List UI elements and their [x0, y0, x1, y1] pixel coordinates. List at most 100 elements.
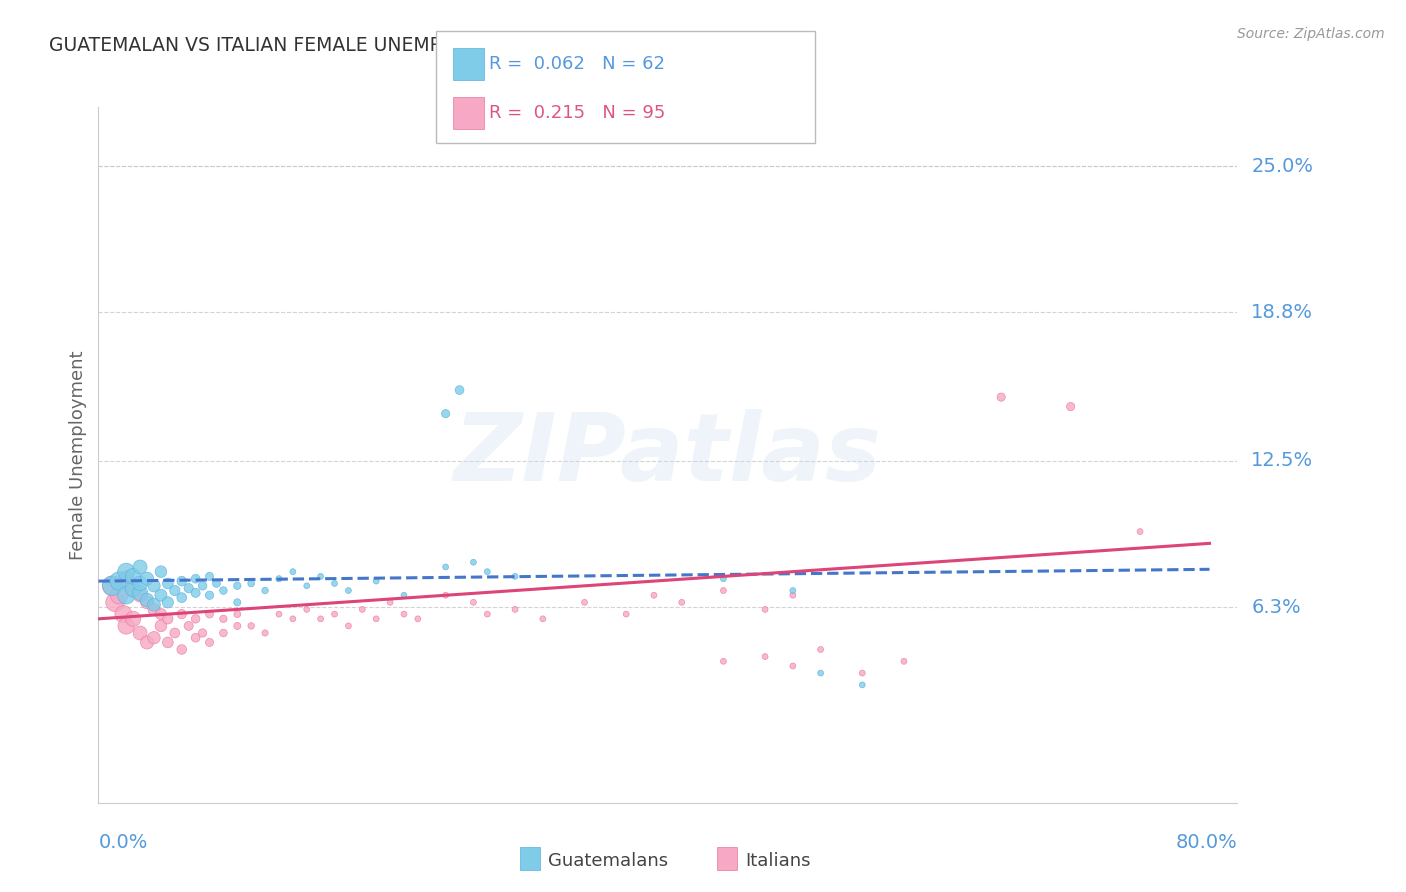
Point [851, 678, 873, 692]
Point [184, 631, 207, 645]
Point [156, 612, 179, 626]
Text: Italians: Italians [745, 852, 811, 870]
Point [149, 588, 172, 602]
Point [713, 572, 735, 586]
Point [136, 572, 159, 586]
Text: Source: ZipAtlas.com: Source: ZipAtlas.com [1237, 27, 1385, 41]
Point [129, 626, 152, 640]
Text: GUATEMALAN VS ITALIAN FEMALE UNEMPLOYMENT CORRELATION CHART: GUATEMALAN VS ITALIAN FEMALE UNEMPLOYMEN… [49, 36, 740, 54]
Point [226, 595, 249, 609]
Point [149, 619, 172, 633]
Point [104, 595, 127, 609]
Text: ZIPatlas: ZIPatlas [454, 409, 882, 501]
Point [309, 612, 332, 626]
Point [503, 602, 526, 616]
Point [810, 642, 832, 657]
Text: Guatemalans: Guatemalans [548, 852, 668, 870]
Point [240, 619, 263, 633]
Point [754, 602, 776, 616]
Text: 25.0%: 25.0% [1251, 156, 1313, 176]
Point [177, 619, 200, 633]
Point [754, 649, 776, 664]
Point [323, 607, 346, 621]
Point [366, 574, 388, 588]
Point [191, 626, 214, 640]
Point [122, 569, 145, 583]
Point [392, 588, 415, 602]
Point [267, 572, 290, 586]
Point [990, 390, 1012, 404]
Point [643, 588, 665, 602]
Point [129, 560, 152, 574]
Point [226, 619, 249, 633]
Point [115, 588, 138, 602]
Point [198, 569, 221, 583]
Point [810, 666, 832, 681]
Point [337, 583, 360, 598]
Text: 0.0%: 0.0% [98, 833, 148, 853]
Point [226, 607, 249, 621]
Point [226, 579, 249, 593]
Point [198, 588, 221, 602]
Point [406, 612, 429, 626]
Point [366, 612, 388, 626]
Point [574, 595, 596, 609]
Point [267, 607, 290, 621]
Text: R =  0.062   N = 62: R = 0.062 N = 62 [489, 55, 665, 73]
Point [156, 635, 179, 649]
Point [143, 631, 166, 645]
Point [212, 612, 235, 626]
Text: 6.3%: 6.3% [1251, 598, 1301, 616]
Point [198, 607, 221, 621]
Point [122, 581, 145, 595]
Point [295, 602, 318, 616]
Point [198, 635, 221, 649]
Point [434, 560, 457, 574]
Point [156, 595, 179, 609]
Point [177, 581, 200, 595]
Point [503, 569, 526, 583]
Point [129, 588, 152, 602]
Point [212, 626, 235, 640]
Point [212, 583, 235, 598]
Point [463, 555, 485, 569]
Point [163, 626, 186, 640]
Point [143, 579, 166, 593]
Point [851, 666, 873, 681]
Point [893, 654, 915, 668]
Point [170, 607, 193, 621]
Point [101, 579, 124, 593]
Point [713, 654, 735, 668]
Point [112, 607, 135, 621]
Point [337, 619, 360, 633]
Text: 12.5%: 12.5% [1251, 451, 1313, 470]
Point [434, 407, 457, 421]
Point [184, 612, 207, 626]
Text: 18.8%: 18.8% [1251, 302, 1313, 322]
Point [281, 565, 304, 579]
Point [531, 612, 554, 626]
Point [782, 583, 804, 598]
Point [477, 565, 499, 579]
Point [170, 574, 193, 588]
Point [671, 595, 693, 609]
Point [129, 586, 152, 600]
Point [170, 642, 193, 657]
Point [392, 607, 415, 621]
Point [449, 383, 471, 397]
Point [434, 588, 457, 602]
Point [115, 572, 138, 586]
Y-axis label: Female Unemployment: Female Unemployment [69, 351, 87, 559]
Point [129, 576, 152, 591]
Point [149, 565, 172, 579]
Text: R =  0.215   N = 95: R = 0.215 N = 95 [489, 103, 665, 121]
Point [614, 607, 637, 621]
Point [254, 583, 277, 598]
Point [108, 574, 131, 588]
Point [184, 572, 207, 586]
Point [782, 588, 804, 602]
Point [156, 576, 179, 591]
Point [782, 659, 804, 673]
Point [108, 588, 131, 602]
Point [191, 579, 214, 593]
